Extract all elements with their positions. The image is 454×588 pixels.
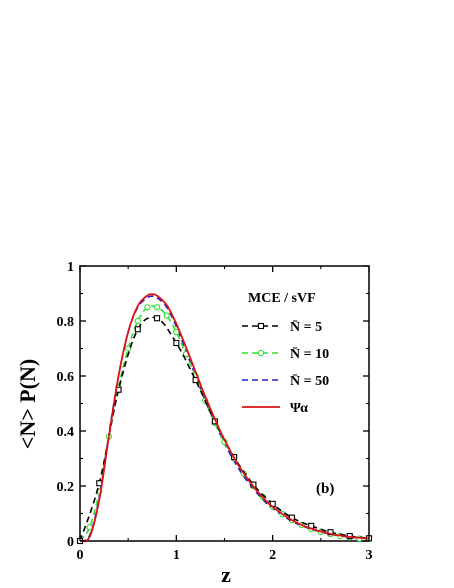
y-tick-label: 0.6 <box>57 370 75 385</box>
x-tick-label: 3 <box>366 548 373 563</box>
x-tick-label: 0 <box>77 548 84 563</box>
y-tick-label: 0.8 <box>57 315 75 330</box>
y-tick-label: 1 <box>67 260 74 275</box>
data-point <box>134 326 141 333</box>
series-line-n10 <box>79 305 370 542</box>
legend-label: N̄ = 10 <box>290 347 329 362</box>
plot-area <box>79 265 370 542</box>
legend-label: N̄ = 50 <box>290 374 329 389</box>
x-axis-label: z <box>221 562 231 587</box>
panel-annotation: (b) <box>316 481 334 497</box>
data-point <box>154 315 161 322</box>
legend-entry-n5: N̄ = 5 <box>242 320 322 335</box>
series-line-psi-alpha <box>79 293 370 543</box>
series-line-n50 <box>79 295 370 542</box>
legend-label: N̄ = 5 <box>290 320 322 335</box>
data-point <box>125 345 132 352</box>
series-psi-alpha <box>79 293 370 543</box>
legend-title: MCE / sVF <box>248 291 316 306</box>
data-point <box>86 524 93 531</box>
legend-entry-n10: N̄ = 10 <box>242 347 329 362</box>
series-n10 <box>76 304 373 545</box>
x-tick-label: 2 <box>269 548 276 563</box>
legend-entry-n50: N̄ = 50 <box>242 374 329 389</box>
data-point <box>144 304 151 311</box>
legend-entry-psi-alpha: Ψα <box>242 401 308 416</box>
y-axis-label: <N> P(N) <box>15 359 40 449</box>
legend: MCE / sVF N̄ = 5 N̄ = 10 N̄ = 50 Ψα <box>242 291 329 416</box>
data-point <box>153 304 161 311</box>
plot-border <box>79 265 370 542</box>
x-tick-label: 1 <box>173 548 180 563</box>
y-tick-label: 0.4 <box>57 425 75 440</box>
series-layer <box>76 293 373 545</box>
series-n50 <box>79 295 370 542</box>
data-point <box>173 339 180 347</box>
y-tick-label: 0.2 <box>57 480 75 495</box>
axes-layer: 0 1 2 3 0 0.2 0.4 0.6 0.8 1 <box>57 260 373 563</box>
legend-marker <box>257 349 265 357</box>
legend-label: Ψα <box>290 401 308 416</box>
data-point <box>134 317 141 325</box>
data-point <box>163 312 170 319</box>
legend-marker <box>257 322 265 330</box>
y-tick-label: 0 <box>67 535 74 550</box>
